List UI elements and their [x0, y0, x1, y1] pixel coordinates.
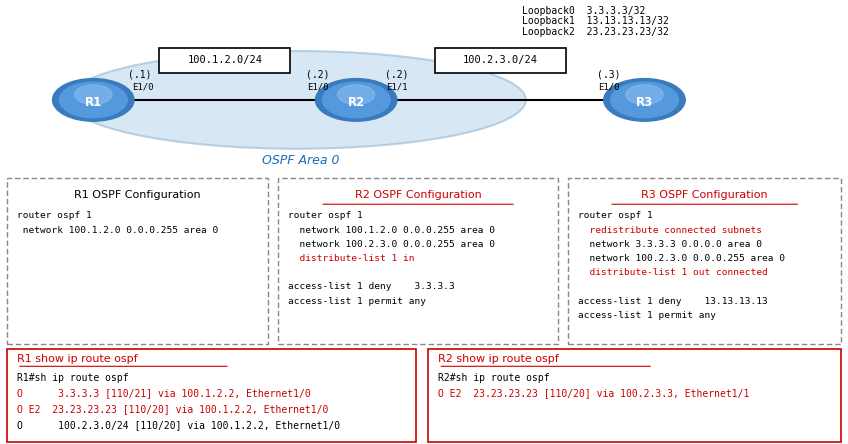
Text: R1#sh ip route ospf: R1#sh ip route ospf: [17, 373, 129, 383]
Text: OSPF Area 0: OSPF Area 0: [262, 154, 340, 167]
Text: O      100.2.3.0/24 [110/20] via 100.1.2.2, Ethernet1/0: O 100.2.3.0/24 [110/20] via 100.1.2.2, E…: [17, 420, 340, 431]
Text: R2: R2: [348, 95, 365, 109]
Text: O E2  23.23.23.23 [110/20] via 100.2.3.3, Ethernet1/1: O E2 23.23.23.23 [110/20] via 100.2.3.3,…: [438, 388, 750, 399]
Text: Loopback2  23.23.23.23/32: Loopback2 23.23.23.23/32: [522, 27, 668, 36]
Text: redistribute connected subnets: redistribute connected subnets: [578, 226, 762, 234]
Text: E1/0: E1/0: [307, 82, 329, 91]
Text: R3: R3: [636, 95, 653, 109]
FancyBboxPatch shape: [7, 178, 268, 344]
Text: distribute-list 1 in: distribute-list 1 in: [288, 254, 415, 263]
Text: access-list 1 permit any: access-list 1 permit any: [288, 297, 427, 305]
Text: (.2): (.2): [385, 70, 409, 79]
Ellipse shape: [68, 51, 526, 149]
Text: network 3.3.3.3 0.0.0.0 area 0: network 3.3.3.3 0.0.0.0 area 0: [578, 240, 762, 249]
Text: network 100.2.3.0 0.0.0.255 area 0: network 100.2.3.0 0.0.0.255 area 0: [288, 240, 495, 249]
FancyBboxPatch shape: [428, 349, 841, 442]
Text: router ospf 1: router ospf 1: [17, 211, 92, 220]
Text: (.3): (.3): [597, 70, 621, 79]
Circle shape: [75, 85, 112, 104]
Circle shape: [322, 82, 390, 118]
Text: R2#sh ip route ospf: R2#sh ip route ospf: [438, 373, 550, 383]
Text: E1/1: E1/1: [386, 82, 408, 91]
Text: R2 show ip route ospf: R2 show ip route ospf: [438, 354, 559, 364]
Text: E1/0: E1/0: [131, 82, 153, 91]
Text: distribute-list 1 out connected: distribute-list 1 out connected: [578, 268, 768, 277]
Text: R1: R1: [85, 95, 102, 109]
Text: network 100.2.3.0 0.0.0.255 area 0: network 100.2.3.0 0.0.0.255 area 0: [578, 254, 785, 263]
Text: (.2): (.2): [306, 70, 330, 79]
Circle shape: [53, 79, 134, 121]
FancyBboxPatch shape: [159, 48, 290, 73]
FancyBboxPatch shape: [568, 178, 841, 344]
Text: network 100.1.2.0 0.0.0.255 area 0: network 100.1.2.0 0.0.0.255 area 0: [288, 226, 495, 234]
Circle shape: [315, 79, 397, 121]
Text: access-list 1 deny    13.13.13.13: access-list 1 deny 13.13.13.13: [578, 297, 768, 305]
Text: Loopback1  13.13.13.13/32: Loopback1 13.13.13.13/32: [522, 16, 668, 26]
Circle shape: [59, 82, 127, 118]
Circle shape: [611, 82, 678, 118]
Text: O E2  23.23.23.23 [110/20] via 100.1.2.2, Ethernet1/0: O E2 23.23.23.23 [110/20] via 100.1.2.2,…: [17, 404, 328, 415]
Text: access-list 1 deny    3.3.3.3: access-list 1 deny 3.3.3.3: [288, 282, 455, 291]
Circle shape: [338, 85, 375, 104]
Text: Loopback0  3.3.3.3/32: Loopback0 3.3.3.3/32: [522, 6, 644, 16]
Text: E1/0: E1/0: [598, 82, 620, 91]
Text: 100.2.3.0/24: 100.2.3.0/24: [463, 56, 538, 65]
Text: 100.1.2.0/24: 100.1.2.0/24: [187, 56, 262, 65]
FancyBboxPatch shape: [7, 349, 416, 442]
Text: O      3.3.3.3 [110/21] via 100.1.2.2, Ethernet1/0: O 3.3.3.3 [110/21] via 100.1.2.2, Ethern…: [17, 388, 310, 399]
Circle shape: [626, 85, 663, 104]
Text: R3 OSPF Configuration: R3 OSPF Configuration: [641, 190, 768, 200]
Text: router ospf 1: router ospf 1: [288, 211, 363, 220]
Text: network 100.1.2.0 0.0.0.255 area 0: network 100.1.2.0 0.0.0.255 area 0: [17, 226, 218, 234]
Text: R1 show ip route ospf: R1 show ip route ospf: [17, 354, 137, 364]
Text: router ospf 1: router ospf 1: [578, 211, 653, 220]
Circle shape: [604, 79, 685, 121]
FancyBboxPatch shape: [278, 178, 558, 344]
FancyBboxPatch shape: [434, 48, 566, 73]
Text: (.1): (.1): [128, 70, 152, 79]
Text: access-list 1 permit any: access-list 1 permit any: [578, 311, 717, 320]
Text: R1 OSPF Configuration: R1 OSPF Configuration: [74, 190, 201, 200]
Text: R2 OSPF Configuration: R2 OSPF Configuration: [354, 190, 482, 200]
